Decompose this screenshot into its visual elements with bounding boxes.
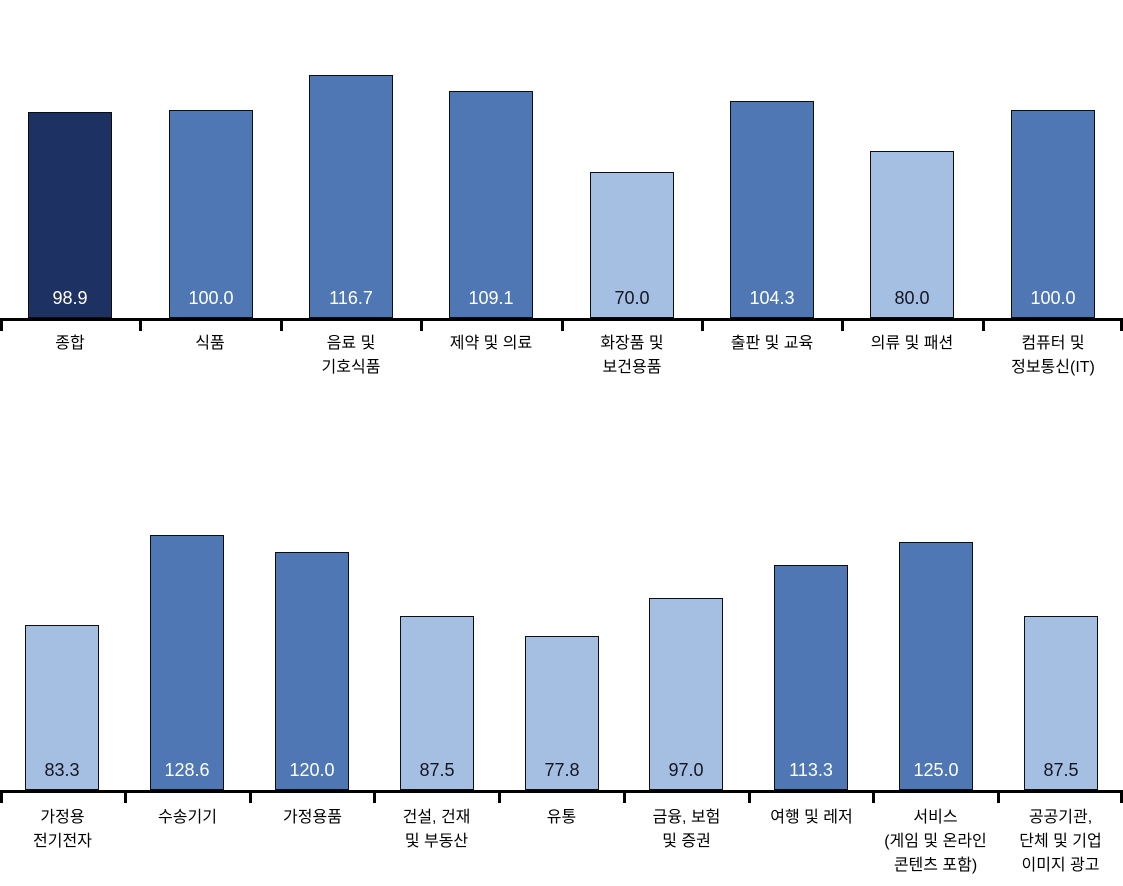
category-label: 제약 및 의료	[449, 335, 533, 352]
category-label: 의류 및 패션	[870, 335, 954, 352]
bar-1-4: 77.8	[525, 636, 599, 790]
x-axis-tick	[139, 321, 142, 331]
bar-1-8: 87.5	[1024, 616, 1098, 790]
category-label: 유통	[546, 809, 577, 826]
bar-1-5: 97.0	[649, 598, 723, 790]
bar-0-7: 100.0	[1011, 110, 1095, 318]
x-axis-tick	[0, 793, 3, 803]
bar-value-label: 100.0	[1030, 288, 1076, 308]
bar-value-label: 120.0	[289, 760, 335, 780]
category-label: 가정용 전기전자	[33, 809, 92, 850]
bar-value-label: 104.3	[749, 288, 795, 308]
bar-value-label: 98.9	[52, 288, 88, 308]
bar-0-0: 98.9	[28, 112, 112, 318]
bar-value-label: 80.0	[894, 288, 930, 308]
x-axis-tick	[249, 793, 252, 803]
x-axis-tick	[498, 793, 501, 803]
bar-1-6: 113.3	[774, 565, 848, 790]
bar-1-2: 120.0	[275, 552, 349, 790]
bar-value-label: 128.6	[164, 760, 210, 780]
bar-0-3: 109.1	[449, 91, 533, 318]
x-axis-tick	[280, 321, 283, 331]
category-label: 컴퓨터 및 정보통신(IT)	[1011, 335, 1095, 376]
bar-value-label: 77.8	[544, 760, 580, 780]
x-axis-tick	[872, 793, 875, 803]
x-axis-tick	[0, 321, 3, 331]
category-label: 출판 및 교육	[730, 335, 814, 352]
x-axis-tick	[982, 321, 985, 331]
x-axis-line	[0, 318, 1123, 321]
bar-value-label: 70.0	[614, 288, 650, 308]
category-label: 공공기관, 단체 및 기업 이미지 광고	[1019, 809, 1102, 874]
bar-value-label: 83.3	[44, 760, 80, 780]
category-label: 여행 및 레저	[770, 809, 853, 826]
x-axis-tick	[841, 321, 844, 331]
x-axis-tick	[420, 321, 423, 331]
bar-1-7: 125.0	[899, 542, 973, 790]
category-label: 화장품 및 보건용품	[600, 335, 664, 376]
bar-1-1: 128.6	[150, 535, 224, 790]
bar-1-3: 87.5	[400, 616, 474, 790]
bar-0-1: 100.0	[169, 110, 253, 318]
category-label: 식품	[195, 335, 225, 352]
bar-value-label: 113.3	[789, 760, 833, 780]
x-axis-tick	[373, 793, 376, 803]
x-axis-tick	[1120, 321, 1123, 331]
category-label: 가정용품	[283, 809, 342, 826]
x-axis-tick	[561, 321, 564, 331]
x-axis-tick	[124, 793, 127, 803]
x-axis-tick	[997, 793, 1000, 803]
bar-value-label: 125.0	[913, 760, 959, 780]
x-axis-line	[0, 790, 1123, 793]
bar-0-4: 70.0	[590, 172, 674, 318]
bar-0-2: 116.7	[309, 75, 393, 318]
category-label: 수송기기	[158, 809, 217, 826]
x-axis-tick	[623, 793, 626, 803]
bar-value-label: 87.5	[419, 760, 455, 780]
bar-0-6: 80.0	[870, 151, 954, 318]
bar-value-label: 97.0	[668, 760, 704, 780]
bar-1-0: 83.3	[25, 625, 99, 790]
bar-value-label: 109.1	[468, 288, 514, 308]
x-axis-tick	[701, 321, 704, 331]
x-axis-tick	[1120, 793, 1123, 803]
bar-value-label: 87.5	[1043, 760, 1079, 780]
category-label: 음료 및 기호식품	[321, 335, 381, 376]
x-axis-tick	[748, 793, 751, 803]
bar-value-label: 100.0	[188, 288, 234, 308]
category-label: 종합	[55, 335, 85, 352]
category-label: 금융, 보험 및 증권	[652, 809, 721, 850]
bar-value-label: 116.7	[329, 288, 373, 308]
bar-0-5: 104.3	[730, 101, 814, 318]
category-label: 건설, 건재 및 부동산	[402, 809, 471, 850]
category-label: 서비스 (게임 및 온라인 콘텐츠 포함)	[884, 809, 987, 874]
